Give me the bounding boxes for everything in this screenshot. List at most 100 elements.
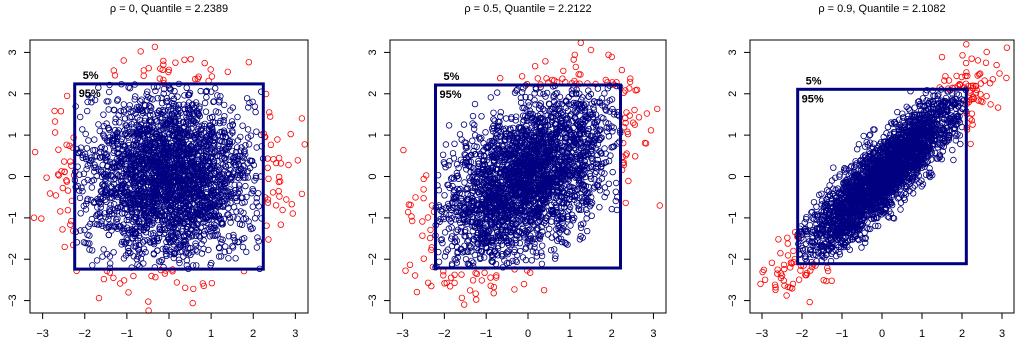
point-inside — [601, 184, 609, 191]
point-outside — [165, 66, 173, 73]
point-outside — [61, 243, 68, 251]
point-inside — [112, 186, 119, 193]
point-inside — [114, 96, 122, 103]
point-outside — [173, 279, 181, 286]
point-inside — [212, 108, 220, 115]
point-inside — [116, 119, 123, 126]
point-inside — [613, 206, 621, 214]
point-outside — [425, 279, 432, 286]
point-inside — [83, 165, 90, 173]
point-inside — [232, 161, 240, 169]
point-inside — [217, 93, 224, 100]
point-outside — [632, 153, 639, 160]
point-inside — [215, 188, 222, 195]
y-tick-label: −2 — [7, 253, 19, 266]
point-inside — [211, 85, 219, 92]
point-inside — [176, 129, 184, 137]
point-inside — [441, 229, 449, 236]
point-inside — [132, 179, 139, 186]
point-inside — [86, 232, 93, 239]
point-inside — [105, 215, 112, 223]
point-inside — [155, 212, 163, 219]
point-outside — [152, 274, 159, 281]
point-inside — [91, 220, 98, 227]
point-inside — [251, 177, 258, 184]
point-inside — [105, 98, 112, 105]
point-outside — [272, 202, 280, 209]
point-inside — [215, 244, 223, 251]
point-outside — [157, 65, 164, 72]
point-outside — [120, 277, 128, 284]
point-outside — [301, 141, 308, 148]
point-inside — [203, 87, 211, 95]
point-outside — [265, 236, 272, 243]
point-inside — [90, 176, 98, 184]
point-outside — [140, 67, 147, 74]
point-inside — [192, 232, 200, 239]
point-inside — [240, 154, 247, 162]
point-outside — [420, 255, 427, 262]
point-inside — [234, 174, 241, 181]
point-inside — [95, 121, 102, 128]
point-inside — [230, 213, 237, 221]
point-inside — [246, 157, 254, 164]
point-inside — [156, 226, 164, 233]
point-inside — [141, 117, 148, 125]
point-outside — [402, 267, 409, 274]
point-outside — [427, 226, 434, 234]
point-outside — [400, 146, 407, 154]
point-outside — [264, 199, 272, 206]
point-inside — [127, 156, 135, 163]
point-inside — [84, 176, 91, 184]
point-inside — [83, 107, 91, 115]
point-inside — [211, 119, 219, 126]
point-outside — [298, 190, 306, 198]
point-inside — [528, 257, 535, 264]
point-outside — [520, 280, 528, 288]
point-inside — [163, 94, 170, 102]
point-outside — [267, 113, 274, 120]
point-outside — [190, 285, 197, 293]
point-inside — [471, 251, 479, 259]
point-outside — [160, 61, 167, 68]
x-tick-label: 3 — [292, 328, 298, 340]
point-outside — [140, 72, 147, 79]
point-inside — [174, 224, 181, 232]
point-inside — [233, 144, 241, 151]
point-inside — [494, 89, 501, 96]
point-outside — [55, 146, 62, 153]
point-inside — [159, 196, 167, 203]
point-inside — [140, 245, 148, 253]
point-inside — [88, 184, 96, 191]
point-inside — [225, 211, 232, 218]
point-inside — [140, 153, 147, 160]
point-inside — [243, 193, 250, 201]
point-inside — [238, 194, 245, 201]
y-tick-label: −3 — [7, 294, 19, 307]
point-inside — [77, 227, 84, 234]
point-outside — [420, 186, 427, 193]
point-inside — [132, 239, 140, 247]
x-tick-label: −1 — [121, 328, 134, 340]
y-tick-label: −1 — [7, 212, 19, 225]
point-inside — [190, 117, 197, 125]
point-outside — [66, 142, 73, 149]
point-inside — [163, 98, 170, 105]
point-inside — [227, 199, 234, 206]
point-outside — [419, 232, 426, 239]
point-inside — [101, 196, 109, 204]
point-inside — [227, 219, 234, 226]
point-inside — [596, 203, 603, 211]
point-inside — [217, 253, 225, 260]
point-inside — [91, 136, 98, 143]
point-inside — [135, 132, 142, 139]
point-outside — [51, 118, 59, 125]
point-inside — [97, 145, 104, 152]
point-outside — [478, 277, 485, 284]
point-inside — [183, 84, 190, 91]
point-inside — [461, 179, 468, 186]
point-inside — [140, 260, 147, 267]
point-inside — [220, 116, 227, 124]
point-inside — [84, 197, 91, 204]
